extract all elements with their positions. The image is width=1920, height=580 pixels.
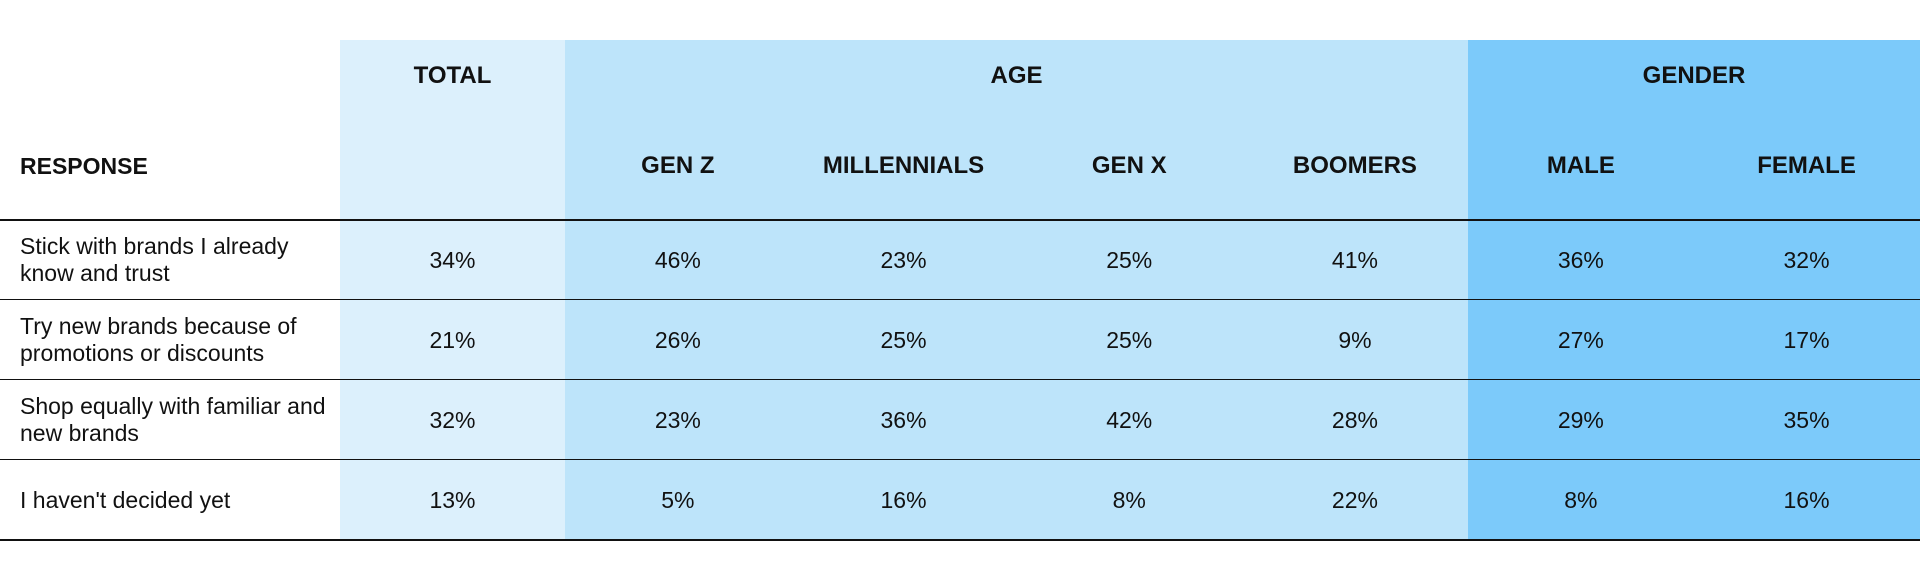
cell-value: 17%: [1783, 326, 1830, 353]
cell-value: 25%: [1106, 246, 1153, 273]
row-rule: [0, 539, 1920, 541]
cell-value: 23%: [880, 246, 927, 273]
cell-value: 32%: [429, 406, 476, 433]
cell-value: 25%: [880, 326, 927, 353]
column-header: GEN X: [1091, 152, 1167, 179]
group-header: GENDER: [1642, 62, 1746, 89]
row-rule: [0, 299, 1920, 300]
header-rule: [0, 219, 1920, 221]
cell-value: 42%: [1106, 406, 1153, 433]
column-header: BOOMERS: [1292, 152, 1417, 179]
cell-value: 36%: [1557, 246, 1604, 273]
column-header: GEN Z: [641, 152, 715, 179]
column-header: MILLENNIALS: [822, 152, 985, 179]
cell-value: 8%: [1112, 486, 1146, 513]
cell-value: 21%: [429, 326, 476, 353]
cell-value: 9%: [1338, 326, 1372, 353]
cell-value: 16%: [1783, 486, 1830, 513]
cell-value: 5%: [661, 486, 695, 513]
cell-value: 8%: [1564, 486, 1598, 513]
age-band: [565, 40, 1468, 540]
group-header: AGE: [990, 62, 1043, 89]
cell-value: 13%: [429, 486, 476, 513]
cell-value: 46%: [654, 246, 701, 273]
row-label: Shop equally with familiar and new brand…: [20, 393, 326, 446]
cell-value: 32%: [1783, 246, 1830, 273]
cell-value: 26%: [654, 326, 701, 353]
cell-value: 16%: [880, 486, 927, 513]
cell-value: 41%: [1331, 246, 1378, 273]
cell-value: 35%: [1783, 406, 1830, 433]
cell-value: 22%: [1331, 486, 1378, 513]
column-header: FEMALE: [1757, 152, 1856, 179]
row-label: I haven't decided yet: [20, 486, 231, 513]
cell-value: 27%: [1557, 326, 1604, 353]
total-band: [340, 40, 565, 540]
row-rule: [0, 459, 1920, 460]
cell-value: 23%: [654, 406, 701, 433]
group-header: TOTAL: [413, 62, 492, 89]
row-label: Stick with brands I already know and tru…: [20, 233, 289, 286]
cell-value: 36%: [880, 406, 927, 433]
row-rule: [0, 379, 1920, 380]
column-header: MALE: [1546, 152, 1615, 179]
cell-value: 25%: [1106, 326, 1153, 353]
cell-value: 28%: [1331, 406, 1378, 433]
gender-band: [1468, 40, 1920, 540]
cell-value: 34%: [429, 246, 476, 273]
cell-value: 29%: [1557, 406, 1604, 433]
response-header: RESPONSE: [20, 152, 148, 179]
row-label: Try new brands because of promotions or …: [20, 313, 297, 366]
